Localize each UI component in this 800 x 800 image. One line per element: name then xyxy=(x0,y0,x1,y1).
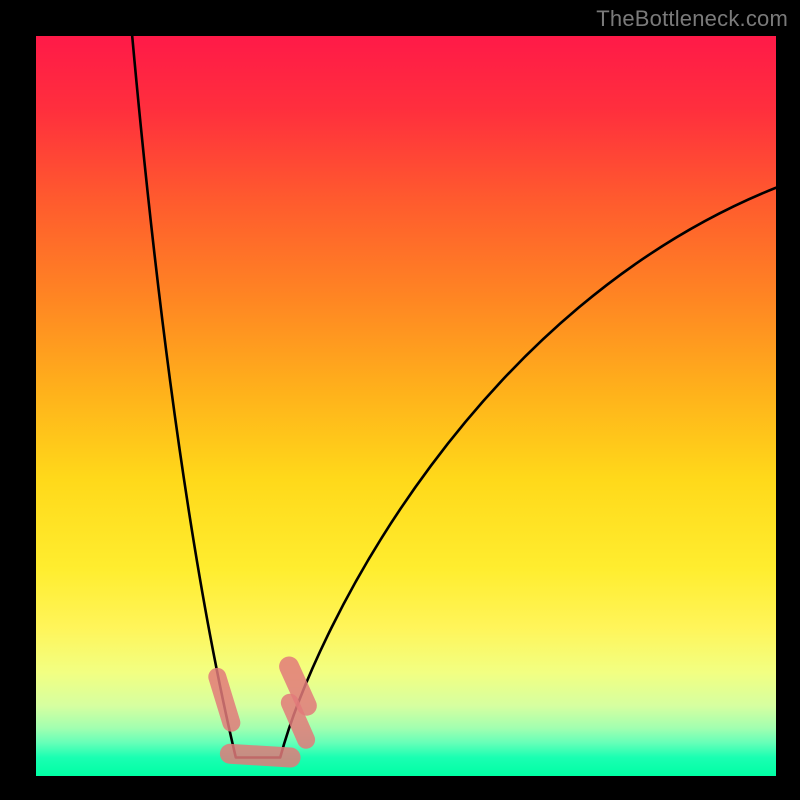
gradient-background xyxy=(36,36,776,776)
marker-capsule xyxy=(230,754,291,758)
plot-area xyxy=(36,36,776,776)
bottleneck-curve-chart xyxy=(36,36,776,776)
watermark-text: TheBottleneck.com xyxy=(596,6,788,32)
chart-frame: TheBottleneck.com xyxy=(0,0,800,800)
